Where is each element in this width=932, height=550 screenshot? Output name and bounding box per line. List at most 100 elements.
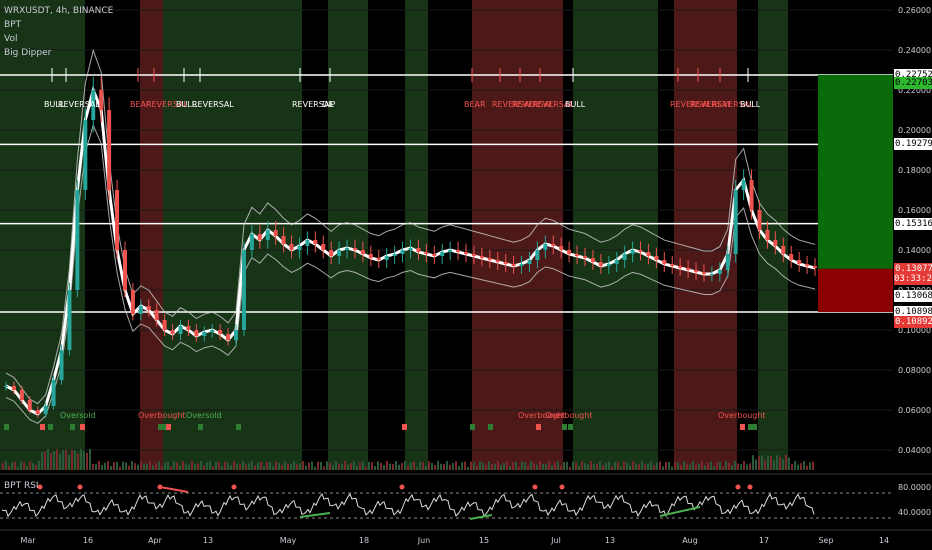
volume-bar — [410, 462, 412, 470]
volume-bar — [98, 461, 100, 470]
volume-bar — [74, 450, 76, 470]
candle-body — [567, 250, 572, 254]
indicator-bpt[interactable]: BPT — [4, 20, 22, 30]
volume-bar — [641, 461, 643, 470]
osc-marker — [162, 424, 167, 430]
volume-bar — [176, 462, 178, 470]
rsi-overbought-dot — [735, 484, 741, 490]
volume-bar — [434, 464, 436, 470]
volume-bar — [401, 463, 403, 470]
volume-bar — [686, 463, 688, 470]
y-tick-8: 0.10000 — [898, 326, 931, 335]
volume-bar — [524, 462, 526, 470]
osc-label-2: Oversold — [186, 411, 222, 420]
candle-body — [559, 246, 564, 250]
y-tick-5: 0.16000 — [898, 206, 931, 215]
candle-body — [662, 260, 667, 264]
volume-bar — [599, 461, 601, 470]
rsi-legend[interactable]: BPT RSI — [4, 481, 39, 491]
signal-label-5: REVERSAL — [192, 100, 234, 109]
candle-body — [757, 210, 762, 230]
signal-label-6: REVERSAL — [292, 100, 334, 109]
volume-bar — [464, 461, 466, 470]
volume-bar — [308, 462, 310, 470]
volume-bar — [44, 451, 46, 470]
osc-marker — [48, 424, 53, 430]
candle-body — [471, 254, 476, 256]
volume-bar — [77, 453, 79, 470]
volume-bar — [131, 461, 133, 470]
candle-body — [122, 250, 127, 290]
indicator-vol[interactable]: Vol — [4, 34, 18, 44]
candle-body — [741, 180, 746, 190]
volume-bar — [113, 462, 115, 470]
zone-0 — [0, 0, 57, 470]
volume-bar — [704, 465, 706, 470]
x-tick-6: Jun — [417, 536, 431, 545]
volume-bar — [122, 461, 124, 470]
volume-bar — [560, 466, 562, 470]
candle-body — [27, 400, 32, 410]
candle-body — [4, 386, 8, 387]
volume-bar — [452, 462, 454, 470]
signal-label-7: DIP — [322, 100, 336, 109]
candle-body — [91, 90, 96, 120]
volume-bar — [728, 462, 730, 470]
y-tick-0: 0.26000 — [898, 6, 931, 15]
volume-bar — [734, 461, 736, 470]
volume-bar — [491, 463, 493, 470]
candle-body — [297, 246, 302, 250]
volume-bar — [431, 462, 433, 470]
volume-bar — [590, 461, 592, 470]
volume-bar — [566, 461, 568, 470]
volume-bar — [581, 461, 583, 470]
volume-bar — [185, 463, 187, 470]
price-tag-3: 0.15316 — [894, 217, 932, 230]
volume-bar — [548, 461, 550, 470]
volume-bar — [767, 455, 769, 470]
volume-bar — [752, 455, 754, 470]
volume-bar — [458, 465, 460, 470]
volume-bar — [467, 466, 469, 470]
volume-bar — [197, 463, 199, 470]
volume-bar — [311, 461, 313, 470]
candle-body — [813, 266, 817, 268]
volume-bar — [605, 462, 607, 470]
candle-body — [606, 264, 611, 266]
volume-bar — [5, 461, 7, 470]
candle-body — [281, 236, 286, 244]
volume-bar — [515, 461, 517, 470]
signal-label-14: REVERSAL — [690, 100, 732, 109]
volume-bar — [32, 463, 34, 470]
volume-bar — [527, 465, 529, 470]
volume-bar — [449, 464, 451, 470]
volume-bar — [302, 461, 304, 470]
lower-band — [5, 123, 816, 424]
volume-bar — [659, 461, 661, 470]
volume-bar — [407, 465, 409, 470]
volume-bar — [422, 462, 424, 470]
volume-bar — [305, 465, 307, 470]
volume-bar — [167, 461, 169, 470]
volume-bar — [227, 462, 229, 470]
volume-bar — [638, 464, 640, 470]
symbol-title[interactable]: WRXUSDT, 4h, BINANCE — [4, 6, 114, 16]
volume-bar — [140, 461, 142, 470]
zone-2 — [140, 0, 163, 470]
candle-body — [686, 268, 691, 270]
signal-label-3: REVERSAL — [146, 100, 188, 109]
volume-bar — [62, 450, 64, 470]
upper-band — [5, 48, 816, 405]
candle-body — [19, 390, 24, 400]
volume-bar — [221, 466, 223, 470]
candle-body — [582, 256, 587, 258]
candle-body — [194, 330, 199, 336]
volume-bar — [287, 463, 289, 470]
volume-bar — [437, 461, 439, 470]
candle-body — [709, 274, 714, 275]
indicator-big-dipper[interactable]: Big Dipper — [4, 48, 52, 58]
volume-bar — [737, 463, 739, 470]
candle-body — [487, 258, 492, 260]
